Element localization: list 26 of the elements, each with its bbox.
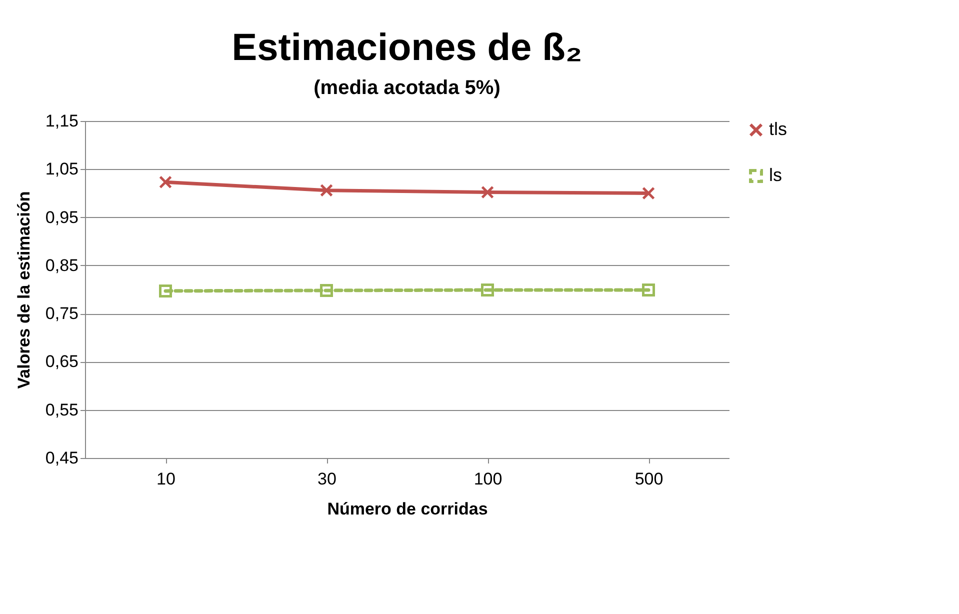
y-tick-label: 1,15	[45, 112, 78, 130]
x-tick-label: 10	[156, 470, 176, 488]
chart-title: Estimaciones de ß₂	[232, 27, 582, 69]
x-tick-label: 30	[318, 470, 336, 488]
chart-subtitle: (media acotada 5%)	[314, 77, 500, 99]
x-tick-label: 100	[474, 470, 502, 488]
point	[481, 283, 494, 296]
x-axis-title: Número de corridas	[327, 500, 488, 518]
point	[481, 186, 494, 199]
y-tick-label: 0,75	[45, 304, 78, 324]
y-axis-title: Valores de la estimación	[14, 191, 34, 389]
y-tick-label: 0,65	[45, 352, 78, 372]
point	[159, 176, 172, 189]
legend-label: tls	[769, 119, 787, 139]
legend-label: ls	[769, 165, 782, 185]
x-tick-label: 500	[634, 470, 664, 488]
point	[159, 284, 172, 298]
y-tick-label: 0,95	[45, 208, 78, 227]
point	[642, 186, 655, 200]
y-tick-label: 0,45	[45, 448, 78, 468]
point	[320, 184, 333, 197]
y-tick-label: 1,05	[45, 160, 78, 179]
point	[320, 284, 333, 297]
point	[642, 283, 655, 296]
y-tick-label: 0,55	[45, 400, 78, 420]
y-tick-label: 0,85	[45, 256, 78, 275]
